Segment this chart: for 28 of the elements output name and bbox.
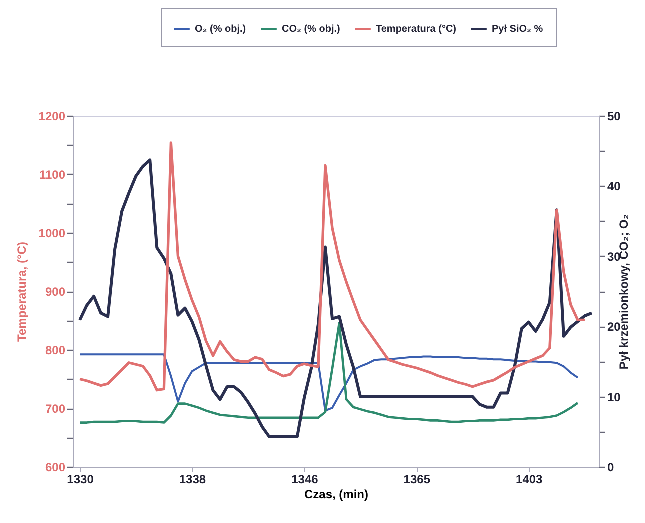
y-tick-label: 900 — [45, 285, 66, 299]
y2-tick-label: 20 — [608, 320, 622, 334]
x-axis-title: Czas, (min) — [304, 488, 369, 502]
line-series — [78, 158, 594, 438]
y-tick-label: 700 — [45, 402, 66, 416]
x-tick-label: 1330 — [67, 472, 94, 486]
y-axis-title: Temperatura, (°C) — [14, 242, 29, 342]
x-tick-label: 1338 — [179, 472, 206, 486]
x-tick-label: 1346 — [292, 472, 319, 486]
legend-label: Temperatura (°C) — [376, 24, 456, 35]
y-tick-label: 1000 — [38, 226, 66, 240]
legend-label: CO₂ (% obj.) — [282, 24, 340, 35]
line-series — [79, 354, 579, 412]
line-series — [78, 142, 586, 392]
y2-tick-label: 50 — [608, 110, 622, 124]
y2-tick-label: 0 — [608, 460, 614, 474]
y-tick-label: 1100 — [39, 168, 66, 182]
x-tick-label: 1403 — [516, 472, 544, 486]
legend-label: O₂ (% obj.) — [195, 24, 246, 35]
y2-tick-label: 30 — [608, 250, 622, 264]
y-tick-label: 1200 — [38, 110, 66, 124]
y2-tick-label: 10 — [608, 390, 622, 404]
line-series — [78, 322, 580, 424]
x-tick-label: 1365 — [404, 472, 431, 486]
y2-tick-label: 40 — [608, 180, 622, 194]
y-tick-label: 800 — [45, 344, 66, 358]
legend-label: Pył SiO₂ % — [492, 24, 544, 35]
y-tick-label: 600 — [45, 460, 66, 474]
